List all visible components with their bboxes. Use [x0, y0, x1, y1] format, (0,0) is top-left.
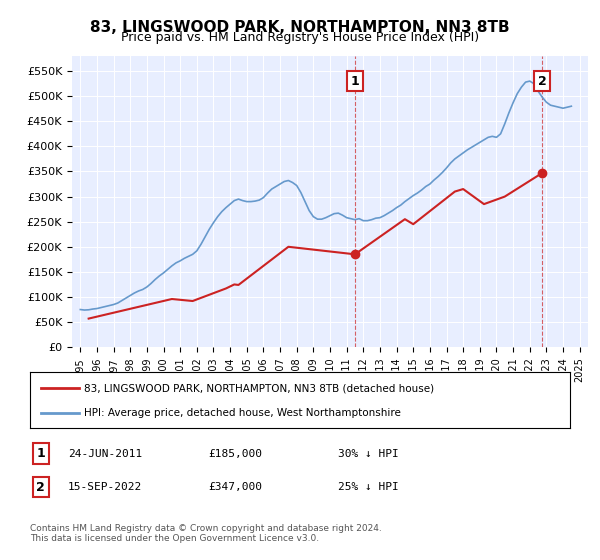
Text: £347,000: £347,000	[208, 482, 262, 492]
Text: 25% ↓ HPI: 25% ↓ HPI	[338, 482, 398, 492]
Text: 1: 1	[350, 74, 359, 87]
Text: 30% ↓ HPI: 30% ↓ HPI	[338, 449, 398, 459]
Text: 2: 2	[538, 74, 547, 87]
Text: 83, LINGSWOOD PARK, NORTHAMPTON, NN3 8TB (detached house): 83, LINGSWOOD PARK, NORTHAMPTON, NN3 8TB…	[84, 383, 434, 393]
Text: 24-JUN-2011: 24-JUN-2011	[68, 449, 142, 459]
Text: 2: 2	[37, 480, 45, 494]
Text: Contains HM Land Registry data © Crown copyright and database right 2024.
This d: Contains HM Land Registry data © Crown c…	[30, 524, 382, 543]
Text: Price paid vs. HM Land Registry's House Price Index (HPI): Price paid vs. HM Land Registry's House …	[121, 31, 479, 44]
Text: HPI: Average price, detached house, West Northamptonshire: HPI: Average price, detached house, West…	[84, 408, 401, 418]
Text: £185,000: £185,000	[208, 449, 262, 459]
Text: 15-SEP-2022: 15-SEP-2022	[68, 482, 142, 492]
Text: 83, LINGSWOOD PARK, NORTHAMPTON, NN3 8TB: 83, LINGSWOOD PARK, NORTHAMPTON, NN3 8TB	[90, 20, 510, 35]
Text: 1: 1	[37, 447, 45, 460]
